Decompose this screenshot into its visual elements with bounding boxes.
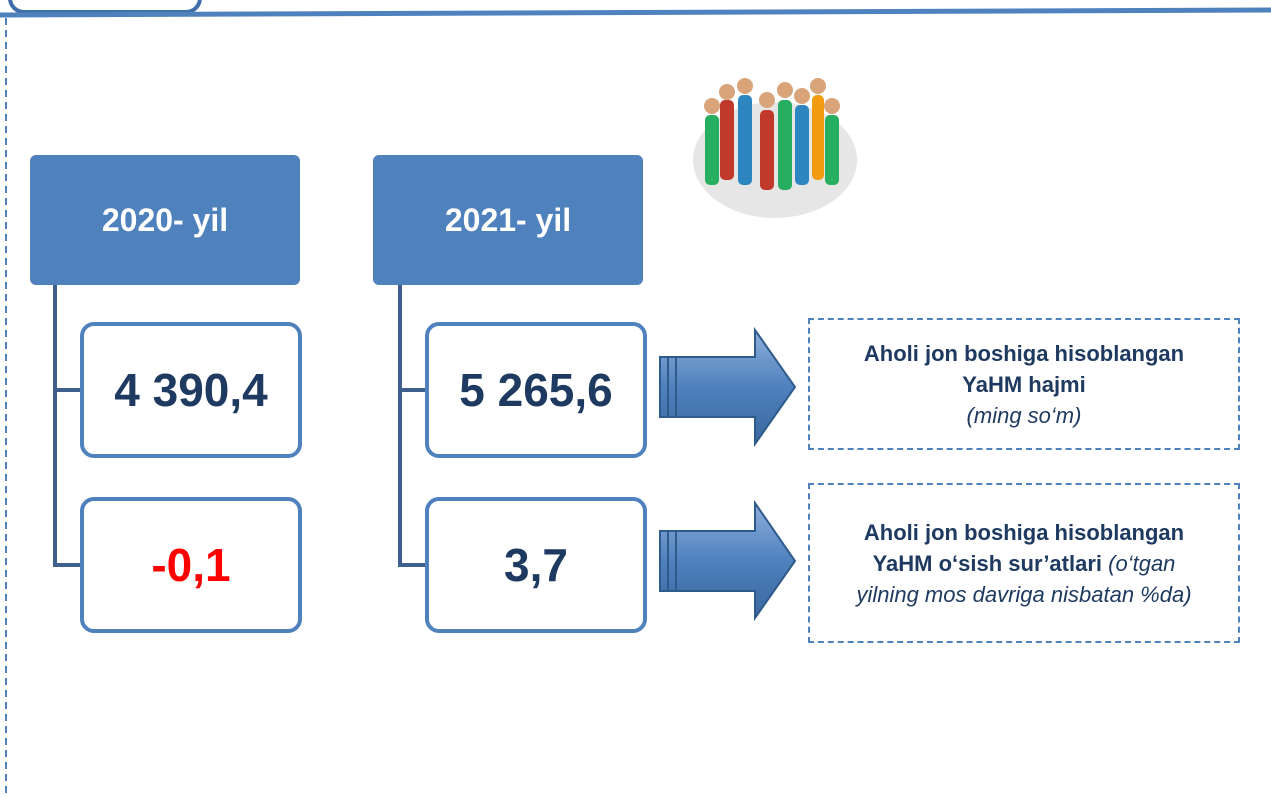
indicator-box: Aholi jon boshiga hisoblangan YaHM o‘sis… [808, 483, 1240, 643]
value-box: 5 265,6 [425, 322, 647, 458]
top-rule [0, 7, 1271, 18]
arrow [659, 326, 797, 448]
indicator-box: Aholi jon boshiga hisoblangan YaHM hajmi… [808, 318, 1240, 450]
value-box: 3,7 [425, 497, 647, 633]
year-header: 2020- yil [30, 155, 300, 285]
indicator-title: Aholi jon boshiga hisoblangan YaHM hajmi [863, 340, 1185, 397]
indicator-title: Aholi jon boshiga hisoblangan YaHM o‘sis… [863, 519, 1185, 576]
value-box: -0,1 [80, 497, 302, 633]
indicator-note: (ming so‘m) [966, 402, 1082, 428]
people-icon [693, 78, 857, 218]
connectors [53, 285, 427, 567]
value-box: 4 390,4 [80, 322, 302, 458]
indicator-note: (o‘tgan yilning mos davriga nisbatan %da… [856, 550, 1192, 607]
arrow [659, 499, 797, 622]
year-header: 2021- yil [373, 155, 643, 285]
tab [8, 0, 202, 14]
